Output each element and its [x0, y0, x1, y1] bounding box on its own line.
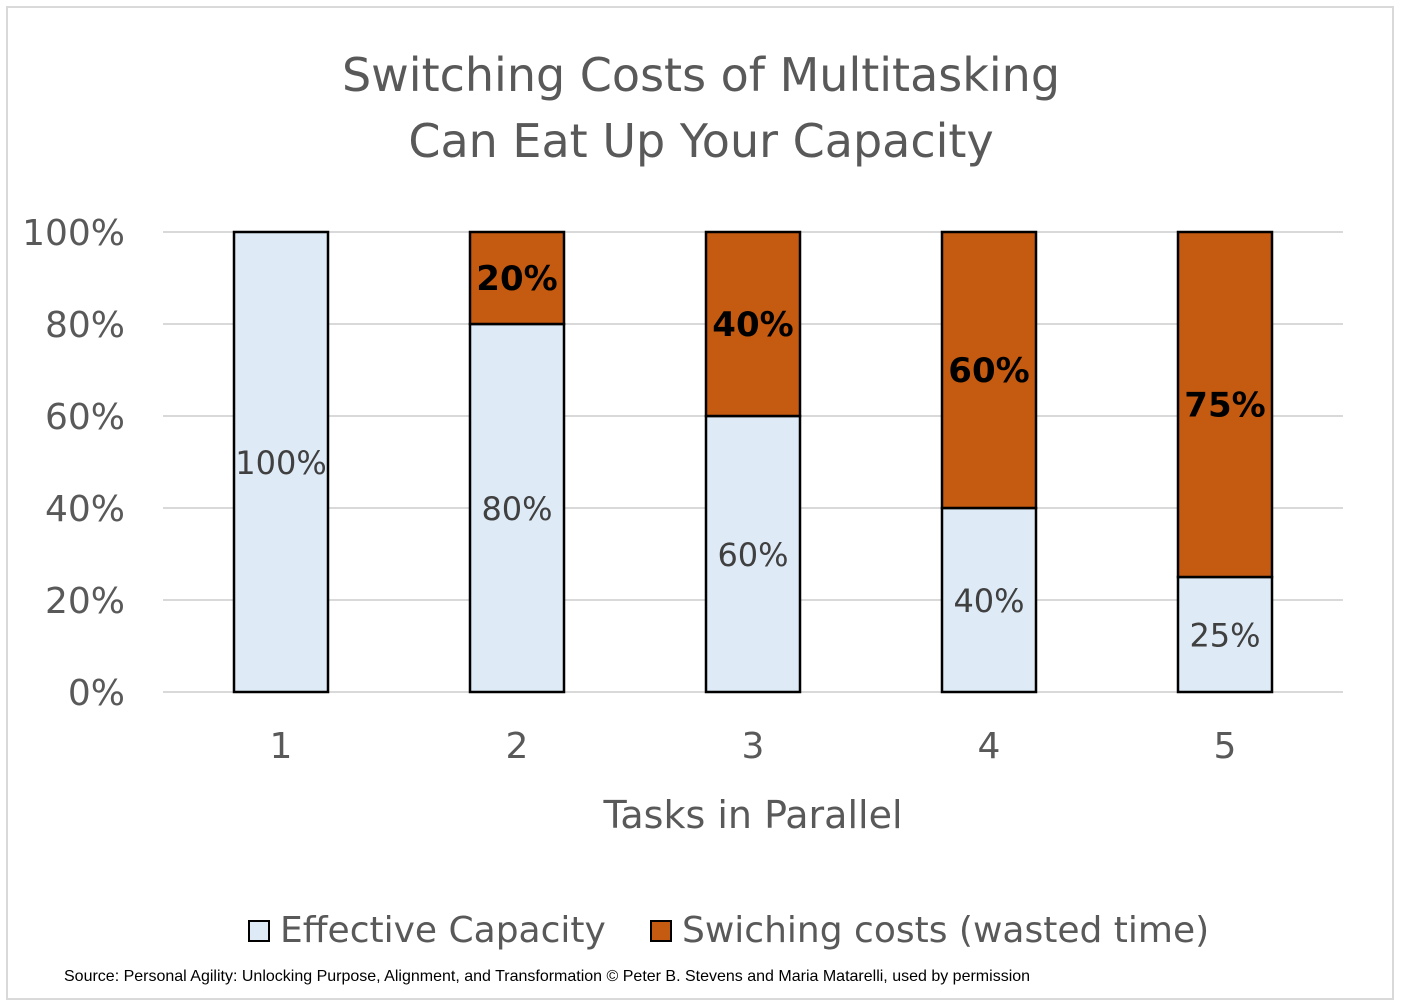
- bar-switching-costs: [940, 230, 1038, 510]
- bar-switching-costs: [1176, 230, 1274, 579]
- y-tick-label: 80%: [45, 305, 125, 346]
- legend: Effective Capacity Swiching costs (waste…: [0, 910, 1402, 958]
- x-tick-label: 1: [270, 726, 293, 767]
- source-note: Source: Personal Agility: Unlocking Purp…: [64, 968, 1031, 985]
- x-axis-label: Tasks in Parallel: [602, 793, 902, 837]
- chart-title-line1: Switching Costs of Multitasking: [341, 48, 1061, 102]
- y-tick-label: 60%: [45, 397, 125, 438]
- bar-effective-capacity: [232, 230, 330, 694]
- data-label-effective-capacity: 80%: [481, 490, 552, 528]
- y-tick-label: 100%: [22, 213, 125, 254]
- bar-effective-capacity: [940, 506, 1038, 694]
- data-label-effective-capacity: 25%: [1189, 617, 1260, 655]
- chart-plot: 0% 20% 40% 60% 80% 100% 100% 80% 20% 60% 40% 40% 60…: [22, 213, 1343, 837]
- legend-label-effective-capacity: Effective Capacity: [280, 910, 606, 951]
- y-tick-label: 0%: [68, 673, 125, 714]
- data-label-switching-costs: 75%: [1184, 386, 1265, 426]
- bar-effective-capacity: [704, 414, 802, 694]
- legend-swatch-switching-costs: [650, 919, 672, 942]
- data-label-switching-costs: 60%: [948, 351, 1029, 391]
- legend-item-effective-capacity: Effective Capacity: [248, 910, 606, 951]
- data-label-switching-costs: 20%: [476, 259, 557, 299]
- x-tick-label: 5: [1214, 726, 1237, 767]
- y-tick-label: 20%: [45, 581, 125, 622]
- x-tick-label: 2: [506, 726, 529, 767]
- data-label-switching-costs: 40%: [712, 305, 793, 345]
- bar-switching-costs: [704, 230, 802, 418]
- data-label-effective-capacity: 100%: [235, 444, 326, 482]
- legend-item-switching-costs: Swiching costs (wasted time): [650, 910, 1209, 951]
- x-tick-label: 4: [978, 726, 1001, 767]
- y-tick-label: 40%: [45, 489, 125, 530]
- chart-title-line2: Can Eat Up Your Capacity: [408, 114, 994, 168]
- legend-swatch-effective-capacity: [248, 919, 270, 942]
- bar-switching-costs: [468, 230, 566, 326]
- data-label-effective-capacity: 60%: [717, 536, 788, 574]
- data-label-effective-capacity: 40%: [953, 582, 1024, 620]
- legend-label-switching-costs: Swiching costs (wasted time): [682, 910, 1210, 951]
- x-tick-label: 3: [742, 726, 765, 767]
